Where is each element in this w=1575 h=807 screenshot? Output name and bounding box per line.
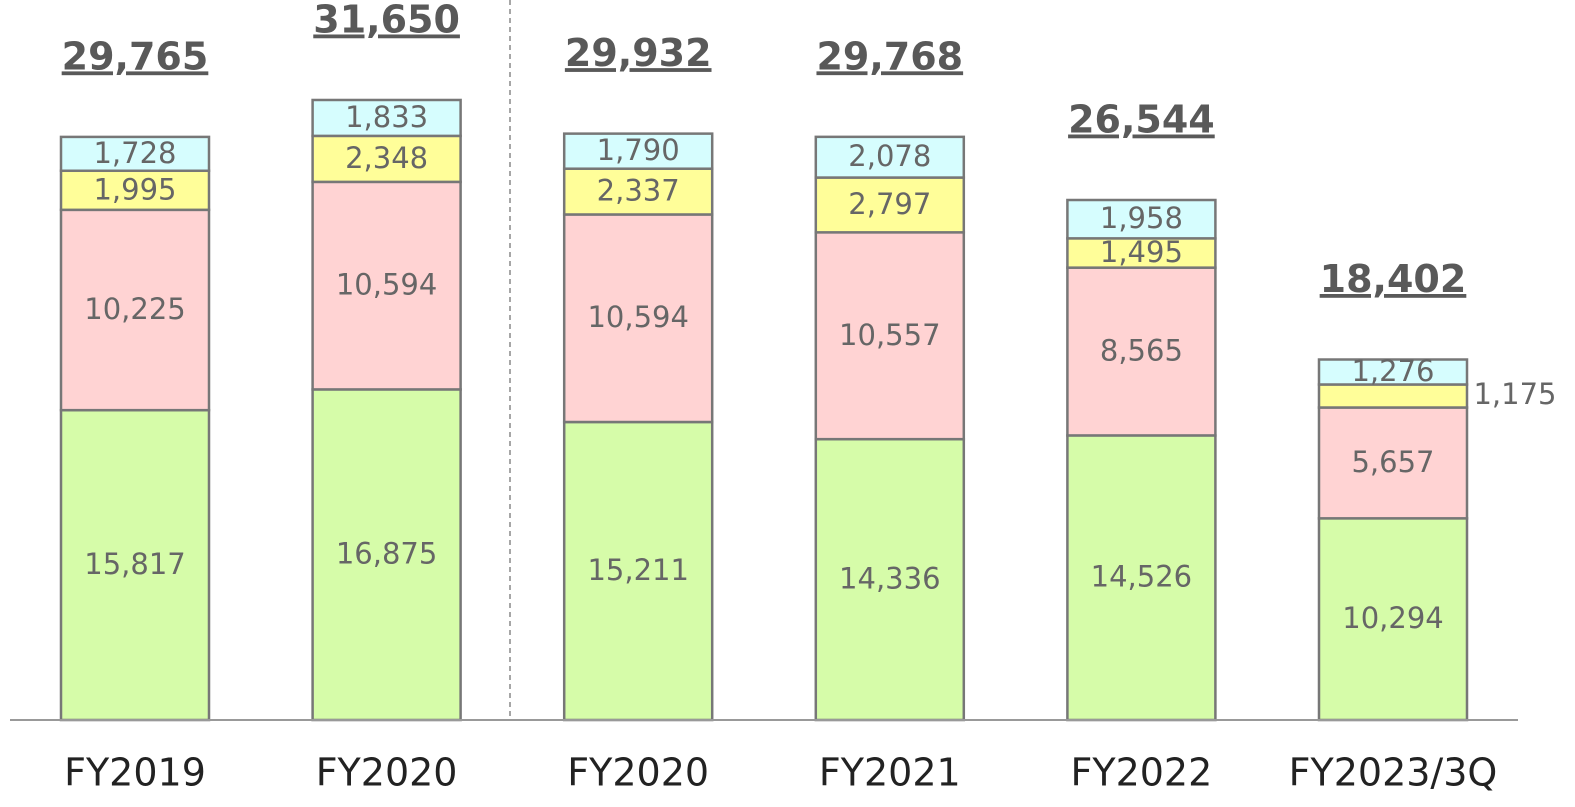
x-tick-label: FY2022 xyxy=(1071,751,1213,795)
data-label: 1,790 xyxy=(597,133,680,167)
data-label: 1,276 xyxy=(1351,354,1434,388)
data-label: 10,294 xyxy=(1342,601,1443,635)
x-tick-label: FY2023/3Q xyxy=(1289,751,1498,795)
data-label: 1,995 xyxy=(93,172,176,206)
bar-segment xyxy=(1317,358,1469,386)
total-label: 29,932 xyxy=(565,31,712,75)
bar-segment xyxy=(1317,406,1469,520)
bar-segment xyxy=(1066,434,1217,722)
bar-segment xyxy=(814,231,966,441)
data-label: 10,225 xyxy=(84,292,185,326)
bar-segment xyxy=(814,135,966,179)
bar-segment xyxy=(1066,237,1217,269)
data-label: 14,336 xyxy=(839,562,940,596)
data-label: 2,797 xyxy=(848,187,931,221)
x-tick-label: FY2019 xyxy=(64,751,206,795)
data-label: 1,175 xyxy=(1473,377,1556,411)
x-tick-label: FY2020 xyxy=(316,751,458,795)
bar-segment xyxy=(814,437,966,722)
data-label: 10,594 xyxy=(587,300,688,334)
bar-segment xyxy=(59,169,211,212)
data-label: 1,958 xyxy=(1100,201,1183,235)
bar-segment xyxy=(562,132,714,170)
data-label: 5,657 xyxy=(1351,445,1434,479)
total-label: 18,402 xyxy=(1320,257,1467,301)
data-label: 10,557 xyxy=(839,318,940,352)
data-label: 10,594 xyxy=(336,268,437,302)
data-label: 15,211 xyxy=(587,553,688,587)
bar-segment xyxy=(59,135,211,173)
bar-segment xyxy=(311,98,462,138)
data-label: 16,875 xyxy=(336,537,437,571)
data-label: 2,337 xyxy=(597,174,680,208)
data-label: 15,817 xyxy=(84,547,185,581)
total-label: 26,544 xyxy=(1068,98,1215,142)
data-label: 14,526 xyxy=(1091,560,1192,594)
total-label: 31,650 xyxy=(313,0,460,41)
bar-segment xyxy=(1317,517,1469,722)
bar-segment xyxy=(1066,266,1217,437)
bar-segment xyxy=(59,208,211,412)
data-label: 2,348 xyxy=(345,141,428,175)
x-tick-label: FY2021 xyxy=(819,751,961,795)
data-label: 8,565 xyxy=(1100,334,1183,368)
total-label: 29,765 xyxy=(62,34,209,78)
bar-segment xyxy=(562,420,714,722)
data-label: 1,833 xyxy=(345,100,428,134)
data-label: 1,728 xyxy=(93,136,176,170)
bar-segment xyxy=(562,213,714,424)
bar-segment xyxy=(814,176,966,234)
x-tick-label: FY2020 xyxy=(567,751,709,795)
data-label: 2,078 xyxy=(848,139,931,173)
bar-segment xyxy=(1066,198,1217,240)
data-label: 1,495 xyxy=(1100,235,1183,269)
bar-segment xyxy=(562,167,714,216)
total-label: 29,768 xyxy=(816,34,963,78)
